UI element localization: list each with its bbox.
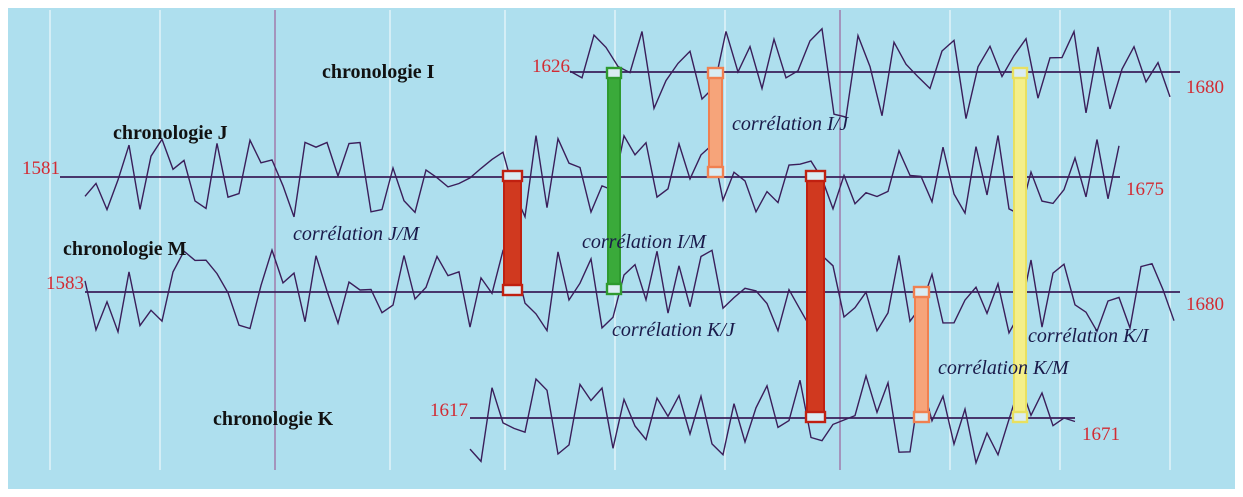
chronology-j-end-year: 1675 xyxy=(1126,179,1164,200)
chronology-j-start-year: 1581 xyxy=(22,158,60,179)
chronology-j-label: chronologie J xyxy=(113,122,228,144)
chronology-j-curve xyxy=(84,133,1120,220)
correlation-bar-cap xyxy=(501,169,524,183)
correlation-bar-cap xyxy=(1011,66,1029,80)
chronology-m-start-year: 1583 xyxy=(46,273,84,294)
correlation-bar-k-m xyxy=(914,288,929,423)
correlation-label-k-j: corrélation K/J xyxy=(612,319,736,341)
correlation-label-k-i: corrélation K/I xyxy=(1028,325,1150,347)
chronology-k-start-year: 1617 xyxy=(430,400,468,421)
chronology-baselines xyxy=(60,71,1180,419)
chronology-k-end-year: 1671 xyxy=(1082,424,1120,445)
correlation-bar-cap xyxy=(706,66,725,80)
correlation-bar-end-caps xyxy=(501,66,1029,424)
correlation-label-k-m: corrélation K/M xyxy=(938,357,1070,379)
correlation-bar-cap xyxy=(605,282,623,296)
chronology-k-label: chronologie K xyxy=(213,408,334,430)
correlation-bar-k-j xyxy=(806,172,825,423)
chronology-m-label: chronologie M xyxy=(63,238,187,260)
correlation-bar-cap xyxy=(706,165,725,179)
chronology-i-end-year: 1680 xyxy=(1186,77,1224,98)
correlation-bar-cap xyxy=(912,285,931,299)
correlation-bar-cap xyxy=(804,410,827,424)
chronology-i-label: chronologie I xyxy=(322,61,435,83)
correlation-bar-cap xyxy=(804,169,827,183)
correlation-bar-j-m xyxy=(503,172,522,296)
correlation-bar-cap xyxy=(501,283,524,297)
chronology-k-curve xyxy=(469,373,1076,466)
correlation-label-i-j: corrélation I/J xyxy=(732,113,849,135)
chronology-m-end-year: 1680 xyxy=(1186,294,1224,315)
vertical-grid xyxy=(49,10,1171,470)
correlation-bar-cap xyxy=(912,410,931,424)
correlation-bar-i-j xyxy=(708,69,723,178)
correlation-label-j-m: corrélation J/M xyxy=(293,223,420,245)
correlation-bar-cap xyxy=(1011,410,1029,424)
correlation-label-i-m: corrélation I/M xyxy=(582,231,707,253)
chronology-i-start-year: 1626 xyxy=(532,56,570,77)
chronology-i-curve xyxy=(569,27,1171,119)
chronology-series xyxy=(84,27,1175,466)
diagram-labels: chronologie I chronologie J chronologie … xyxy=(22,56,1224,445)
correlation-bar-i-m xyxy=(607,69,621,295)
correlation-bar-cap xyxy=(605,66,623,80)
chronology-m-curve xyxy=(84,247,1175,335)
